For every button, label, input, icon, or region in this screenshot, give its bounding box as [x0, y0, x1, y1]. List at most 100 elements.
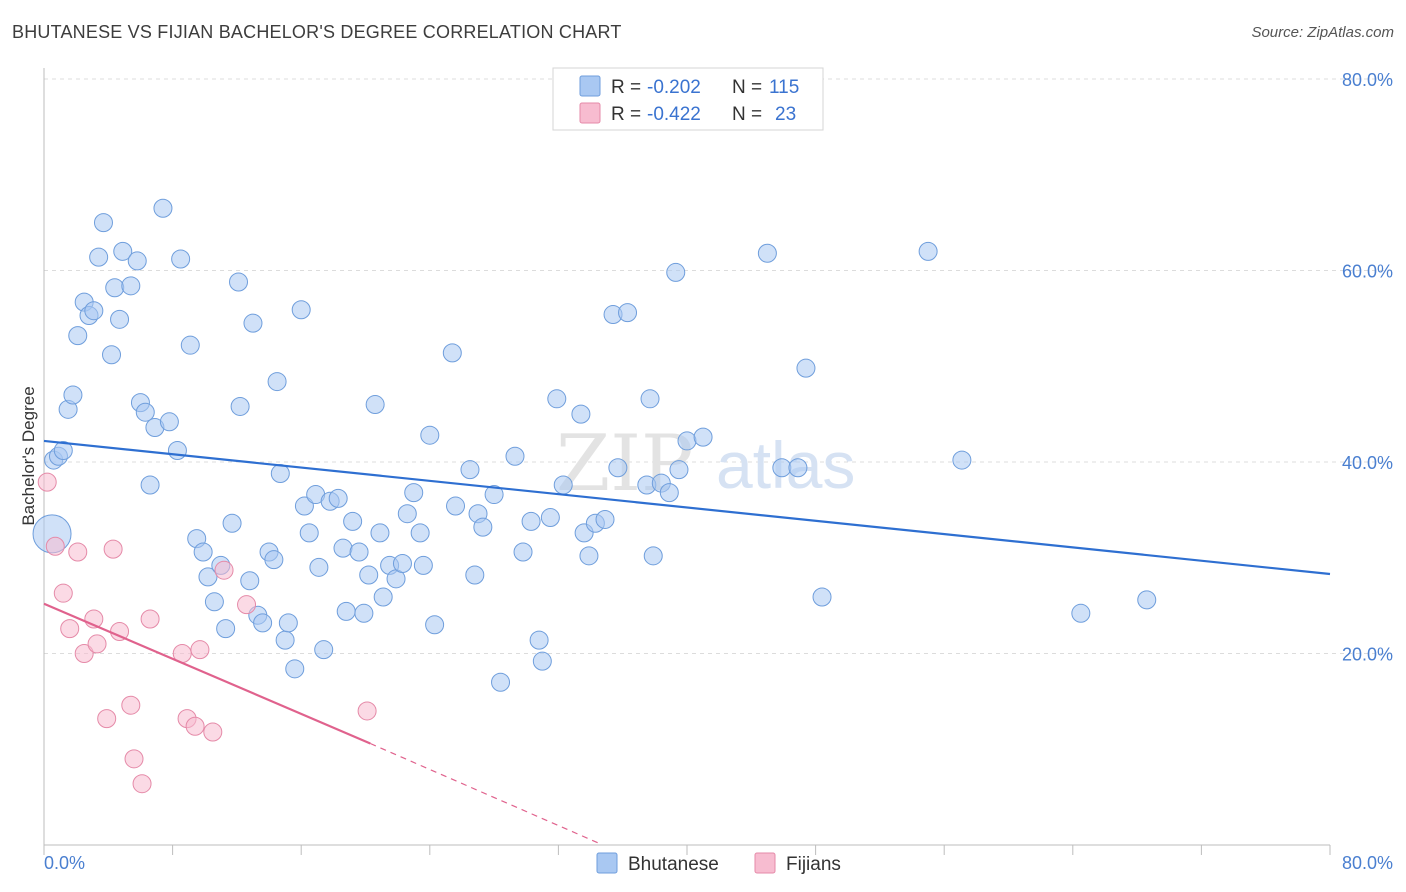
point-fijians	[214, 560, 234, 580]
point-bhutanese	[952, 450, 972, 470]
point-fijians	[87, 634, 107, 654]
point-bhutanese	[159, 412, 179, 432]
point-bhutanese	[240, 571, 260, 591]
point-bhutanese	[618, 303, 638, 323]
point-bhutanese	[105, 278, 125, 298]
point-bhutanese	[553, 475, 573, 495]
x-tick-label-max: 80.0%	[1342, 853, 1393, 873]
point-fijians	[203, 722, 223, 742]
source-credit: Source: ZipAtlas.com	[1251, 24, 1394, 41]
data-points	[32, 198, 1157, 794]
legend-n-value-fijians: 23	[775, 104, 796, 125]
point-bhutanese	[267, 372, 287, 392]
legend-r-value-bhutanese: -0.202	[647, 77, 701, 98]
point-bhutanese	[640, 389, 660, 409]
point-bhutanese	[93, 213, 113, 233]
point-bhutanese	[359, 565, 379, 585]
point-bhutanese	[253, 613, 273, 633]
point-bhutanese	[413, 555, 433, 575]
point-bhutanese	[354, 603, 374, 623]
point-fijians	[45, 536, 65, 556]
point-bhutanese	[53, 441, 73, 461]
point-bhutanese	[446, 496, 466, 516]
point-bhutanese	[666, 262, 686, 282]
point-bhutanese	[465, 565, 485, 585]
point-fijians	[190, 640, 210, 660]
point-bhutanese	[595, 509, 615, 529]
point-bhutanese	[473, 517, 493, 537]
point-bhutanese	[659, 483, 679, 503]
legend-n-label-bhutanese: N =	[732, 77, 762, 98]
trend-lines	[43, 439, 1331, 844]
legend-bottom-label-fijians: Fijians	[786, 854, 841, 875]
point-bhutanese	[278, 613, 298, 633]
point-bhutanese	[365, 395, 385, 415]
y-axis-title: Bachelor's Degree	[19, 386, 38, 525]
legend-bottom-label-bhutanese: Bhutanese	[628, 854, 719, 875]
y-tick-label: 60.0%	[1342, 262, 1393, 282]
point-bhutanese	[397, 504, 417, 524]
legend-swatch-fijians	[579, 102, 601, 124]
point-bhutanese	[89, 247, 109, 267]
point-bhutanese	[121, 276, 141, 296]
point-bhutanese	[171, 249, 191, 269]
point-bhutanese	[113, 241, 133, 261]
point-fijians	[97, 709, 117, 729]
point-bhutanese	[579, 546, 599, 566]
series-legend: Bhutanese Fijians	[596, 852, 841, 875]
trend-line-bhutanese	[43, 439, 1331, 576]
point-fijians	[140, 609, 160, 629]
point-bhutanese	[275, 630, 295, 650]
point-bhutanese	[669, 460, 689, 480]
legend-r-label-bhutanese: R =	[611, 77, 641, 98]
point-bhutanese	[333, 538, 353, 558]
point-bhutanese	[918, 241, 938, 261]
point-bhutanese	[513, 542, 533, 562]
point-fijians	[37, 472, 57, 492]
x-tick-label-min: 0.0%	[44, 853, 85, 873]
point-bhutanese	[460, 460, 480, 480]
point-bhutanese	[102, 345, 122, 365]
point-bhutanese	[193, 542, 213, 562]
point-bhutanese	[757, 243, 777, 263]
trend-line-fijians	[43, 602, 371, 745]
point-bhutanese	[521, 511, 541, 531]
point-bhutanese	[230, 396, 250, 416]
point-bhutanese	[180, 335, 200, 355]
correlation-legend: R = -0.202 N = 115 R = -0.422 N = 23	[552, 67, 824, 131]
point-bhutanese	[110, 309, 130, 329]
axes	[43, 68, 1331, 855]
point-fijians	[121, 695, 141, 715]
trend-line-extension-fijians	[370, 742, 599, 844]
point-bhutanese	[491, 672, 511, 692]
point-fijians	[237, 595, 257, 615]
point-bhutanese	[135, 402, 155, 422]
point-bhutanese	[373, 587, 393, 607]
y-tick-label: 40.0%	[1342, 453, 1393, 473]
y-tick-labels: 20.0% 40.0% 60.0% 80.0%	[1342, 70, 1393, 665]
legend-r-label-fijians: R =	[611, 104, 641, 125]
point-bhutanese	[425, 615, 445, 635]
point-fijians	[357, 701, 377, 721]
point-bhutanese	[532, 651, 552, 671]
point-fijians	[124, 749, 144, 769]
legend-bottom-swatch-bhutanese	[596, 852, 618, 874]
point-fijians	[74, 644, 94, 663]
point-bhutanese	[229, 272, 249, 292]
point-bhutanese	[1071, 603, 1091, 623]
y-tick-label: 80.0%	[1342, 70, 1393, 90]
point-bhutanese	[309, 557, 329, 577]
point-bhutanese	[677, 431, 697, 451]
point-bhutanese	[788, 458, 808, 478]
point-fijians	[68, 542, 88, 562]
point-bhutanese	[243, 313, 263, 333]
point-bhutanese	[336, 601, 356, 621]
point-fijians	[53, 583, 73, 603]
point-fijians	[132, 774, 152, 794]
y-tick-label: 20.0%	[1342, 645, 1393, 665]
point-bhutanese	[1137, 590, 1157, 610]
point-bhutanese	[547, 389, 567, 409]
point-bhutanese	[270, 463, 290, 483]
point-bhutanese	[370, 523, 390, 543]
point-bhutanese	[84, 301, 104, 321]
